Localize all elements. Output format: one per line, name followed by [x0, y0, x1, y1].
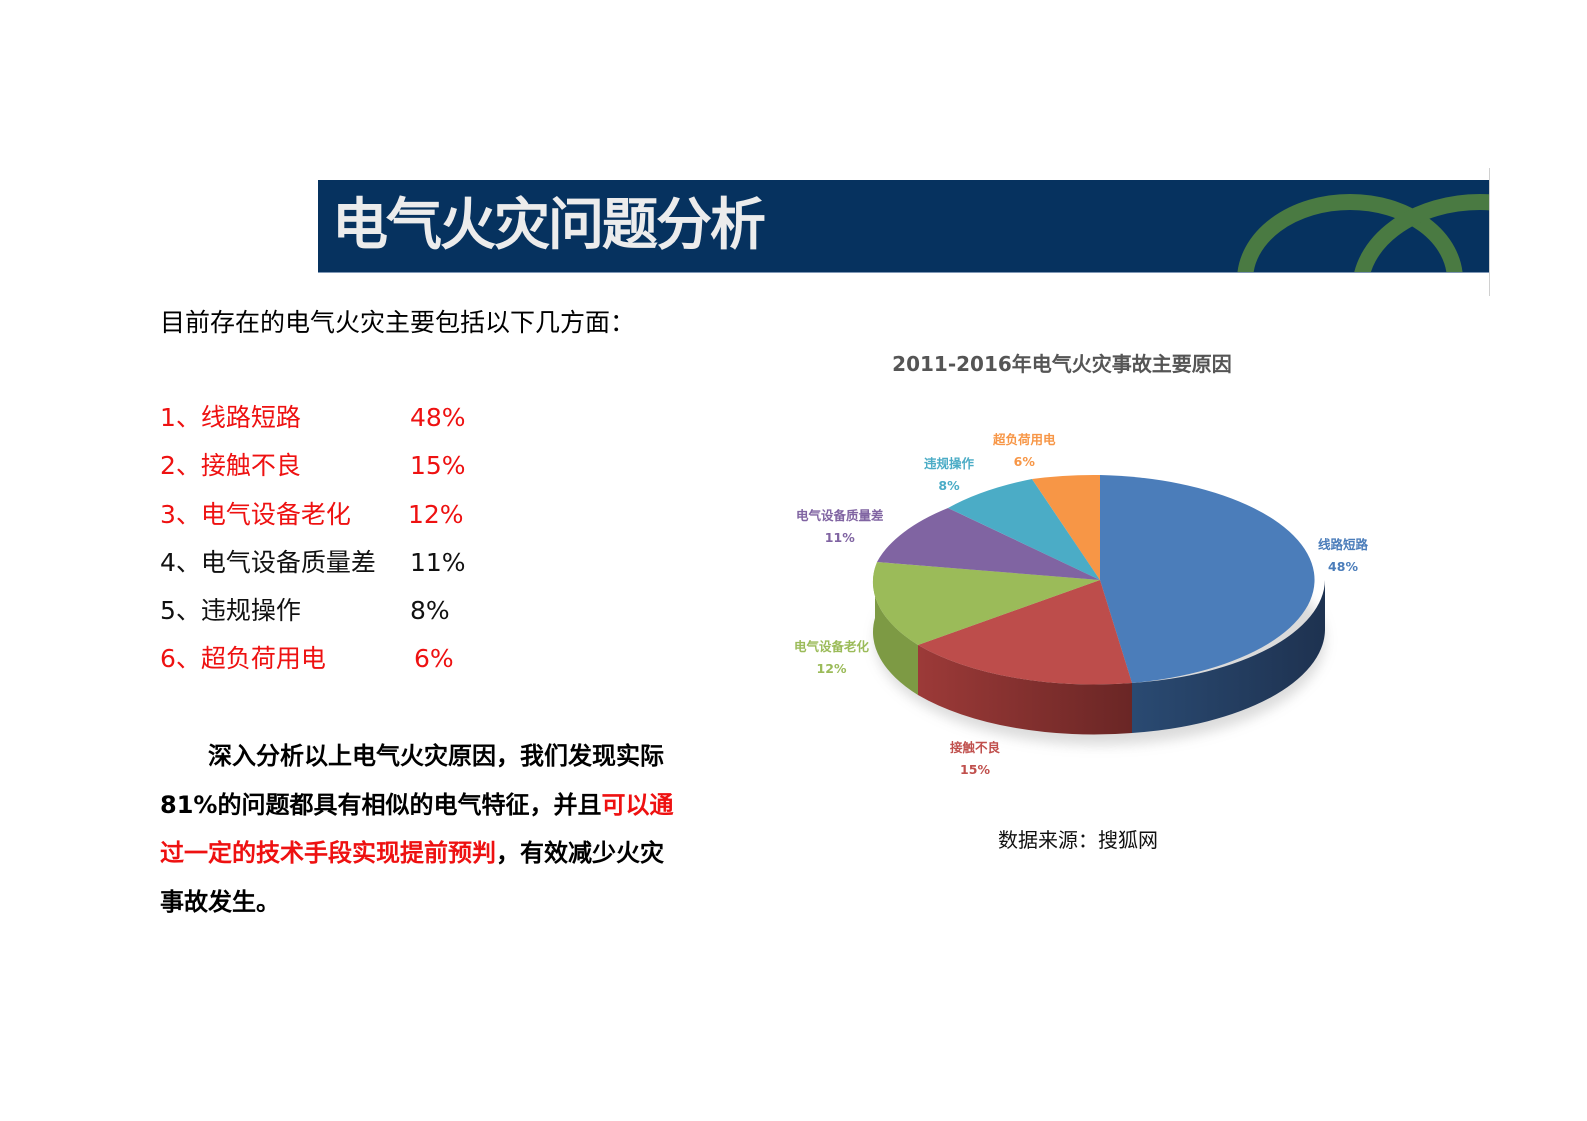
cause-percent: 48% [410, 403, 466, 432]
pie-graphic [872, 474, 1325, 745]
list-item: 1、线路短路 48% [160, 398, 500, 446]
page-title: 电气火灾问题分析 [332, 193, 766, 258]
cause-label: 4、电气设备质量差 [160, 547, 376, 577]
title-banner: 电气火灾问题分析 [318, 180, 1490, 273]
list-item: 4、电气设备质量差 11% [160, 543, 500, 591]
chart-title: 2011-2016年电气火灾事故主要原因 [892, 352, 1232, 376]
cause-label: 2、接触不良 [160, 451, 301, 481]
pie-label-aging: 电气设备老化 12% [794, 639, 870, 676]
cause-percent: 6% [414, 644, 454, 674]
cause-percent: 15% [410, 451, 466, 481]
cause-percent: 8% [410, 596, 450, 626]
divider [1489, 168, 1490, 296]
pie-label-overload: 超负荷用电 6% [993, 432, 1056, 469]
pie-chart: 2011-2016年电气火灾事故主要原因 线路短路 48% 接触不良 15% 电气设… [770, 340, 1410, 870]
summary-highlight: 可以通过一定的技术手段实现提前预判 [160, 790, 674, 868]
summary-paragraph: 深入分析以上电气火灾原因，我们发现实际81%的问题都具有相似的电气特征，并且可以… [160, 732, 680, 926]
pie-label-poor-contact: 接触不良 15% [950, 740, 1001, 777]
intro-text: 目前存在的电气火灾主要包括以下几方面： [160, 308, 636, 337]
data-source: 数据来源：搜狐网 [998, 828, 1158, 852]
cause-label: 6、超负荷用电 [160, 644, 326, 674]
cause-list: 1、线路短路 48% 2、接触不良 15% 3、电气设备老化 12% 4、电气设备质量… [160, 398, 500, 688]
pie-label-short-circuit: 线路短路 48% [1318, 537, 1369, 574]
cause-label: 3、电气设备老化 [160, 499, 351, 529]
cause-percent: 12% [408, 499, 464, 529]
list-item: 5、违规操作 8% [160, 591, 500, 639]
list-item: 2、接触不良 15% [160, 446, 500, 494]
ring-decoration-icon [1237, 194, 1490, 272]
pie-label-quality: 电气设备质量差 11% [796, 508, 884, 545]
summary-text: 深入分析以上电气火灾原因，我们发现实际81%的问题都具有相似的电气特征，并且 [160, 742, 664, 819]
cause-percent: 11% [410, 547, 466, 577]
cause-label: 5、违规操作 [160, 596, 301, 626]
cause-label: 1、线路短路 [160, 403, 301, 432]
list-item: 3、电气设备老化 12% [160, 495, 500, 543]
pie-label-violation: 违规操作 8% [924, 456, 975, 493]
summary-text-end: ，有效减少火灾事故发生。 [160, 839, 664, 916]
list-item: 6、超负荷用电 6% [160, 639, 500, 687]
